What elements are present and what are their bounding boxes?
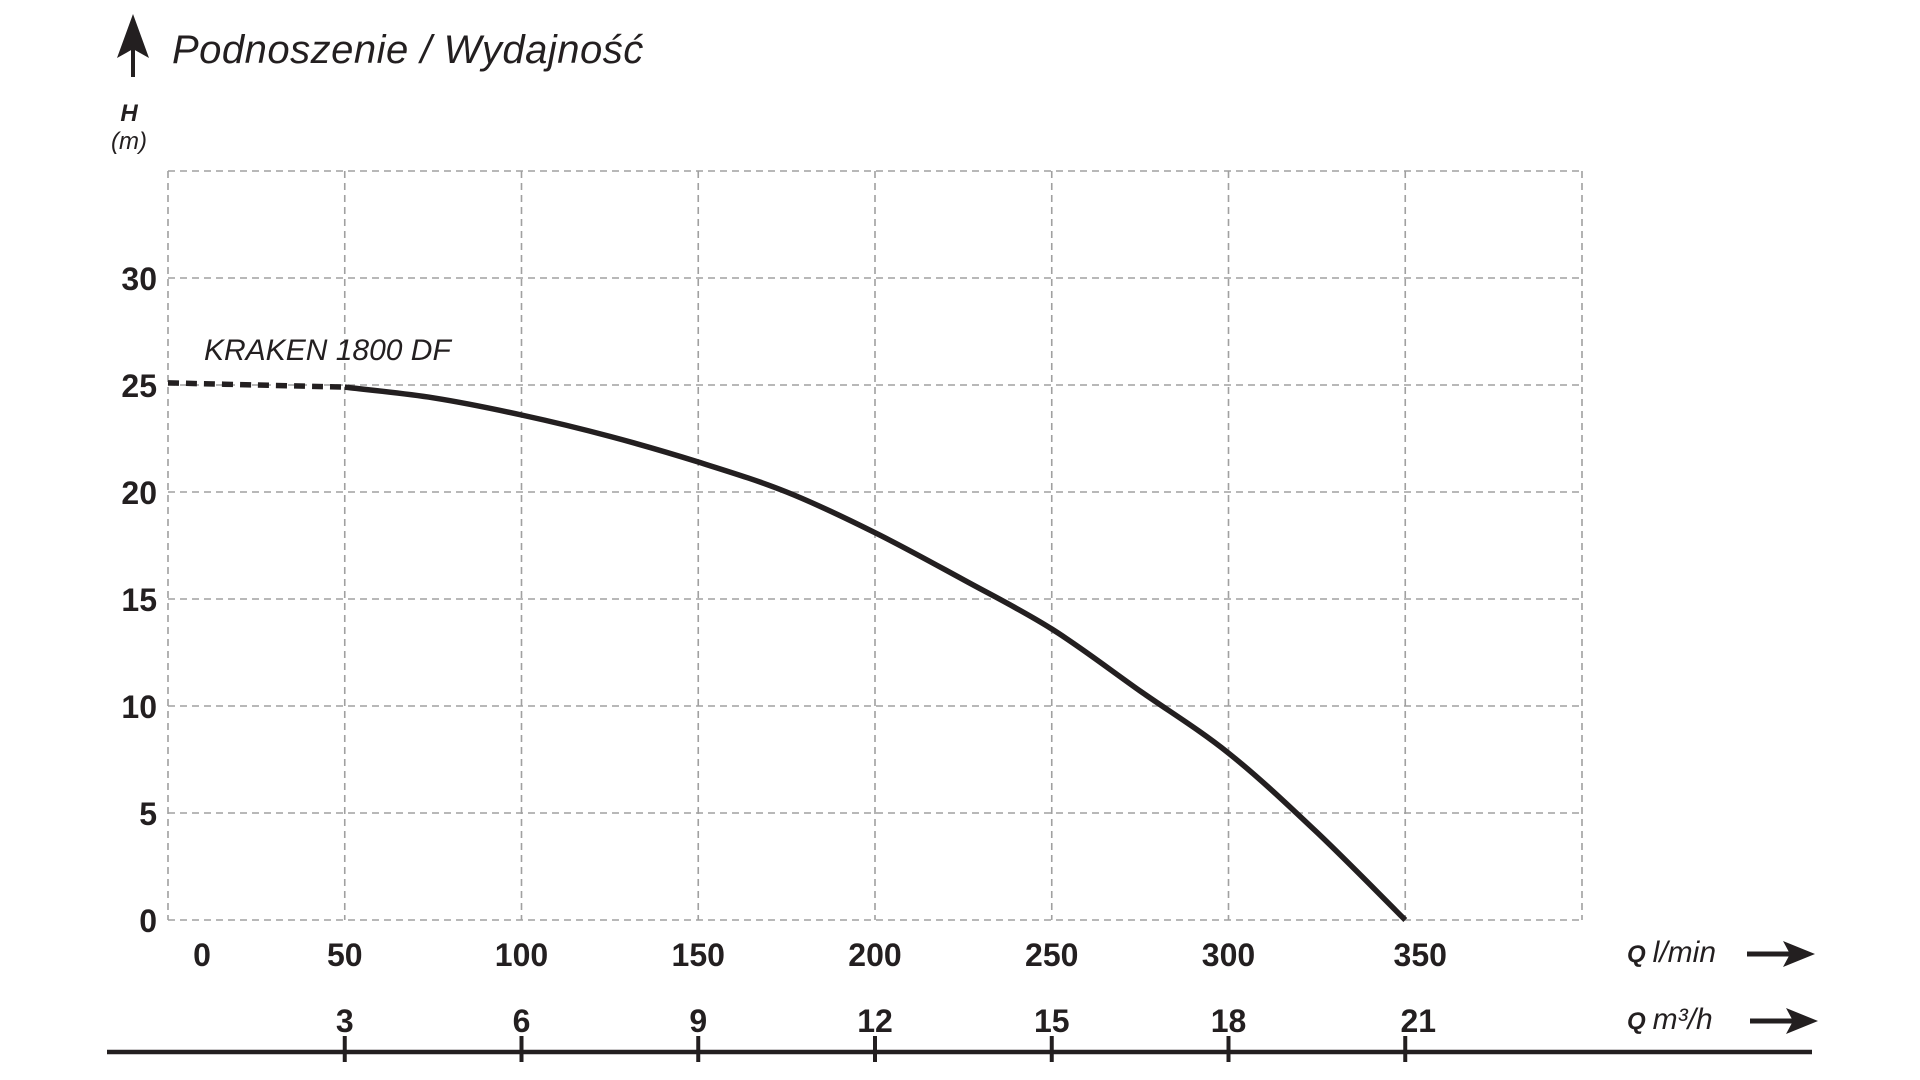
x1-tick-label: 150: [672, 937, 725, 973]
x1-tick-label: 300: [1202, 937, 1255, 973]
right-arrow-icon: [1747, 941, 1815, 967]
x2-axis-unit: m³/h: [1652, 1003, 1713, 1036]
y-axis-unit: (m): [111, 128, 147, 155]
x2-tick-label: 21: [1400, 1003, 1436, 1039]
x2-tick-label: 3: [336, 1003, 354, 1039]
x1-tick-label: 100: [495, 937, 548, 973]
x2-tick-label: 18: [1211, 1003, 1247, 1039]
x2-tick-label: 6: [513, 1003, 531, 1039]
chart-title: Podnoszenie / Wydajność: [172, 28, 644, 72]
x1-tick-label: 350: [1394, 937, 1447, 973]
y-tick-label: 5: [139, 796, 157, 832]
y-tick-label: 25: [121, 368, 157, 404]
y-tick-label: 15: [121, 582, 157, 618]
x1-tick-label: 0: [193, 937, 211, 973]
up-arrow-icon: [117, 14, 149, 77]
x1-tick-label: 200: [848, 937, 901, 973]
y-tick-label: 0: [139, 903, 157, 939]
x1-tick-label: 50: [327, 937, 363, 973]
x2-tick-label: 15: [1034, 1003, 1070, 1039]
pump-curve-dashed-segment: [167, 380, 345, 390]
curve-series-label: KRAKEN 1800 DF: [204, 334, 451, 367]
y-tick-label: 20: [121, 475, 157, 511]
x2-tick-label: 9: [689, 1003, 707, 1039]
y-tick-label: 30: [121, 261, 157, 297]
y-tick-label: 10: [121, 689, 157, 725]
pump-curve: [344, 384, 1408, 922]
x1-axis-symbol: Q: [1627, 941, 1646, 968]
x2-tick-label: 12: [857, 1003, 893, 1039]
x1-tick-label: 250: [1025, 937, 1078, 973]
right-arrow-icon: [1750, 1008, 1818, 1034]
x1-axis-unit: l/min: [1652, 936, 1717, 969]
x2-axis-symbol: Q: [1627, 1008, 1646, 1035]
y-axis-symbol: H: [120, 100, 138, 127]
